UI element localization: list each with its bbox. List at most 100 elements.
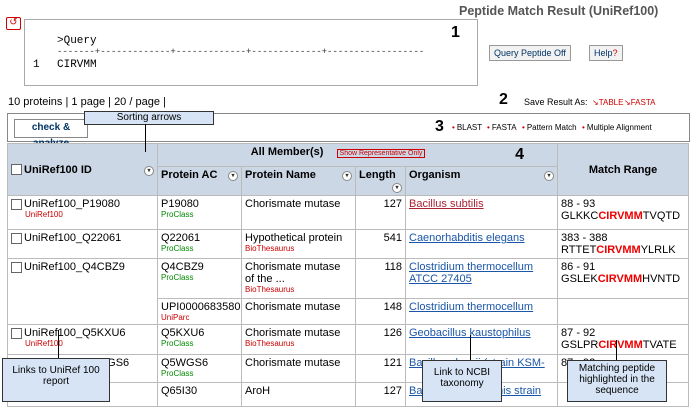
col-match-range: Match Range (557, 143, 690, 196)
organism-link[interactable]: Geobacillus kaustophilus (409, 327, 531, 339)
match-range-cell: 383 - 388 RTTETCIRVMMYLRLK (557, 229, 690, 259)
marker-3: 3 (435, 118, 444, 135)
col-length[interactable]: Length ▾ (355, 166, 406, 196)
uniref-id-link[interactable]: UniRef100_Q4CBZ9 (24, 261, 125, 273)
marker-1: 1 (451, 24, 460, 41)
query-header: >Query (57, 35, 97, 47)
row-checkbox[interactable] (11, 198, 22, 210)
result-summary: 10 proteins | 1 page | 20 / page | (8, 96, 166, 108)
protein-ac-cell: Q22061 ProClass (157, 229, 242, 259)
results-table: UniRef100 ID ▾ All Member(s) Show Represe… (7, 143, 690, 407)
callout-arrow (616, 340, 617, 360)
length-cell: 127 (355, 195, 406, 230)
uniref-id-cell: UniRef100_Q5KXU6 UniRef100 (7, 324, 158, 355)
col-protein-ac[interactable]: Protein AC ▾ (157, 166, 242, 196)
show-representative-button[interactable]: Show Representative Only (336, 149, 426, 158)
protein-name-cell: Chorismate mutase (241, 298, 356, 325)
row-checkbox[interactable] (11, 261, 22, 273)
protein-ac[interactable]: Q22061 (161, 232, 201, 244)
callout-link-ncbi: Link to NCBI taxonomy (422, 360, 502, 402)
col-organism[interactable]: Organism ▾ (404, 166, 559, 196)
sort-arrow-icon[interactable]: ▾ (228, 171, 238, 181)
table-row: UniRef100_Q22061 Q22061 ProClass Hypothet… (7, 229, 690, 259)
callout-matching-peptide: Matching peptide highlighted in the sequ… (567, 360, 667, 402)
query-peptide-off-button[interactable]: Query Peptide Off (489, 45, 571, 61)
protein-name-cell: Hypothetical protein BioThesaurus (241, 229, 356, 259)
table-row: UniRef100_Q4CBZ9 Q4CBZ9 ProClass Chorisma… (7, 258, 690, 325)
row-checkbox[interactable] (11, 232, 22, 244)
biothesaurus-label: BioThesaurus (245, 244, 295, 253)
row-checkbox[interactable] (11, 327, 22, 339)
protein-ac[interactable]: Q5WGS6 (161, 357, 209, 369)
uniref-id-link[interactable]: UniRef100_Q5KXU6 (24, 327, 126, 339)
sort-arrow-icon[interactable]: ▾ (544, 171, 555, 181)
organism-cell: Clostridium thermocellum (404, 298, 559, 325)
proclass-label: ProClass (161, 369, 194, 378)
pattern-match-link[interactable]: Pattern Match (522, 123, 577, 132)
protein-name: Chorismate mutase (245, 301, 341, 313)
select-all-checkbox[interactable] (11, 164, 22, 176)
table-row: UniRef100_P19080 UniRef100 P19080 ProClass… (7, 195, 690, 230)
help-button[interactable]: Help? (589, 45, 623, 61)
seq-hit: CIRVMM (596, 244, 641, 256)
protein-ac-cell: UPI0000683580 UniParc (157, 298, 242, 325)
col-protein-name-label: Protein Name (245, 169, 316, 181)
col-protein-name[interactable]: Protein Name ▾ (241, 166, 356, 196)
uniref-sub-label: UniRef100 (25, 210, 63, 219)
query-ruler: -------+-------------+-------------+----… (57, 47, 425, 57)
seq-hit: CIRVMM (597, 273, 643, 285)
callout-sorting-arrows: Sorting arrows (84, 111, 214, 125)
save-table-link[interactable]: ↘TABLE (592, 98, 624, 107)
protein-ac-cell: Q5WGS6 ProClass (157, 354, 242, 383)
protein-ac[interactable]: P19080 (161, 198, 199, 210)
match-range-cell: 86 - 91 GSLEKCIRVMMHVNTD (557, 258, 690, 299)
uniref-id-link[interactable]: UniRef100_Q22061 (24, 232, 122, 244)
protein-name-cell: Chorismate mutase (241, 354, 356, 383)
back-button[interactable]: ↺ (6, 17, 21, 30)
uniref-id-link[interactable]: UniRef100_P19080 (24, 198, 121, 210)
length-cell: 541 (355, 229, 406, 259)
organism-link[interactable]: Clostridium thermocellum (409, 301, 534, 313)
protein-ac[interactable]: Q5KXU6 (161, 327, 205, 339)
length-cell: 127 (355, 382, 406, 407)
sort-arrow-icon[interactable]: ▾ (144, 165, 154, 176)
protein-ac-cell: Q4CBZ9 ProClass (157, 258, 242, 299)
length-cell: 126 (355, 324, 406, 355)
organism-link[interactable]: Clostridium thermocellum ATCC 27405 (409, 261, 534, 285)
match-sequence: GLKKCCIRVMMTVQTD (561, 210, 685, 222)
protein-name: Hypothetical protein (245, 232, 343, 244)
col-protein-ac-label: Protein AC (161, 169, 218, 181)
match-range-cell: 88 - 93 GLKKCCIRVMMTVQTD (557, 195, 690, 230)
organism-link[interactable]: Bacillus subtilis (409, 198, 484, 210)
organism-cell: Clostridium thermocellum ATCC 27405 (404, 258, 559, 299)
protein-ac-cell: Q65I30 (157, 382, 242, 407)
protein-name: Chorismate mutase (245, 357, 341, 369)
save-fasta-link[interactable]: ↘FASTA (624, 98, 656, 107)
table-row: UPI0000683580 UniParc Chorismate mutase 1… (8, 298, 690, 325)
match-range: 88 - 93 (561, 198, 596, 210)
fasta-link[interactable]: FASTA (487, 123, 517, 132)
multiple-alignment-link[interactable]: Multiple Alignment (582, 123, 652, 132)
check-analyze-button[interactable]: check & analyze (14, 119, 88, 149)
sort-arrow-icon[interactable]: ▾ (392, 183, 402, 193)
table-row: UniRef100_Q5KXU6 UniRef100 Q5KXU6 ProClass… (7, 324, 690, 355)
biothesaurus-label: BioThesaurus (245, 339, 295, 348)
proclass-label: ProClass (161, 244, 194, 253)
protein-name-cell: Chorismate mutase BioThesaurus (241, 324, 356, 355)
sort-arrow-icon[interactable]: ▾ (342, 171, 352, 181)
col-all-members: All Member(s) Show Representative Only 4 (156, 143, 559, 167)
blast-link[interactable]: BLAST (452, 123, 482, 132)
protein-name: Chorismate mutase of the ... (245, 261, 341, 285)
protein-name-cell: Chorismate mutase (241, 195, 356, 230)
proclass-label: ProClass (161, 339, 194, 348)
protein-ac[interactable]: UPI0000683580 (161, 301, 241, 313)
protein-ac[interactable]: Q4CBZ9 (161, 261, 204, 273)
page-count: 1 page (71, 96, 106, 108)
protein-ac[interactable]: Q65I30 (161, 385, 198, 397)
uniref-id-cell: UniRef100_Q22061 (7, 229, 158, 259)
organism-link[interactable]: Caenorhabditis elegans (409, 232, 525, 244)
seq-prefix: GSLEK (561, 273, 598, 285)
col-uniref-id[interactable]: UniRef100 ID ▾ (7, 143, 158, 196)
protein-count: 10 proteins (8, 96, 63, 108)
separator: | (108, 96, 115, 108)
